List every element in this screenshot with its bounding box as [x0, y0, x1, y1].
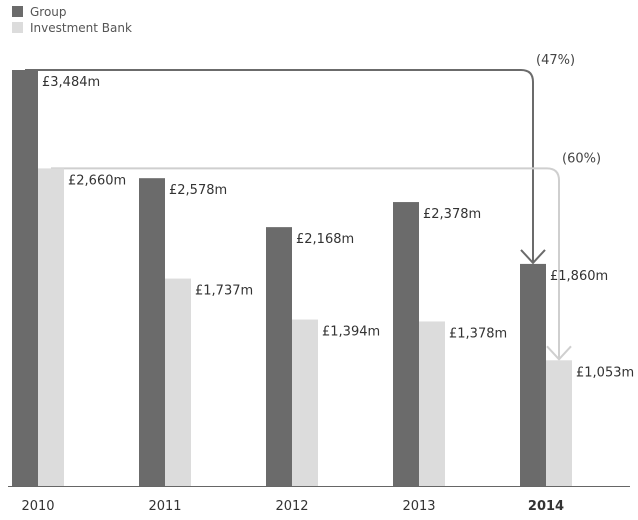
legend: Group Investment Bank — [12, 5, 132, 35]
value-label-investment-bank-2012: £1,394m — [322, 325, 380, 340]
bar-group-2012 — [266, 227, 292, 486]
bar-group-2013 — [393, 202, 419, 487]
x-tick-label-2010: 2010 — [21, 499, 54, 514]
legend-label-group: Group — [30, 5, 67, 19]
x-tick-label-2014: 2014 — [528, 499, 564, 514]
value-label-investment-bank-2013: £1,378m — [449, 326, 507, 341]
legend-label-investment-bank: Investment Bank — [30, 21, 132, 35]
legend-swatch-group — [12, 6, 23, 17]
bar-investment-bank-2011 — [165, 278, 191, 486]
bar-investment-bank-2012 — [292, 319, 318, 486]
x-tick-label-2012: 2012 — [275, 499, 308, 514]
value-label-investment-bank-2011: £1,737m — [195, 284, 253, 299]
pct-change-label-investment-bank: (60%) — [562, 151, 601, 166]
bar-group-2014 — [520, 263, 546, 486]
bar-investment-bank-2014 — [546, 360, 572, 486]
x-axis-ticks: 2010 2011 2012 2013 2014 — [21, 499, 564, 514]
value-label-group-2011: £2,578m — [169, 183, 227, 198]
bar-investment-bank-2013 — [419, 321, 445, 486]
x-tick-label-2011: 2011 — [148, 499, 181, 514]
bar-group-2011 — [139, 178, 165, 486]
value-labels: £3,484m £2,578m £2,168m £2,378m £1,860m £2,66… — [42, 75, 634, 380]
arrowhead-group — [520, 249, 546, 265]
pct-change-label-group: (47%) — [536, 53, 575, 68]
value-label-group-2012: £2,168m — [296, 232, 354, 247]
value-label-investment-bank-2014: £1,053m — [576, 365, 634, 380]
arrow-investment-bank — [51, 167, 560, 359]
bar-group-2010 — [12, 70, 38, 486]
value-label-group-2014: £1,860m — [550, 269, 608, 284]
legend-swatch-investment-bank — [12, 22, 23, 33]
bars — [12, 70, 572, 487]
value-label-investment-bank-2010: £2,660m — [68, 173, 126, 188]
value-label-group-2010: £3,484m — [42, 75, 100, 90]
arrowhead-investment-bank — [546, 345, 572, 361]
bar-investment-bank-2010 — [38, 168, 64, 486]
arrow-group — [25, 69, 534, 262]
value-label-group-2013: £2,378m — [423, 207, 481, 222]
x-tick-label-2013: 2013 — [402, 499, 435, 514]
annotation-arrows: (47%) (60%) — [25, 53, 601, 361]
